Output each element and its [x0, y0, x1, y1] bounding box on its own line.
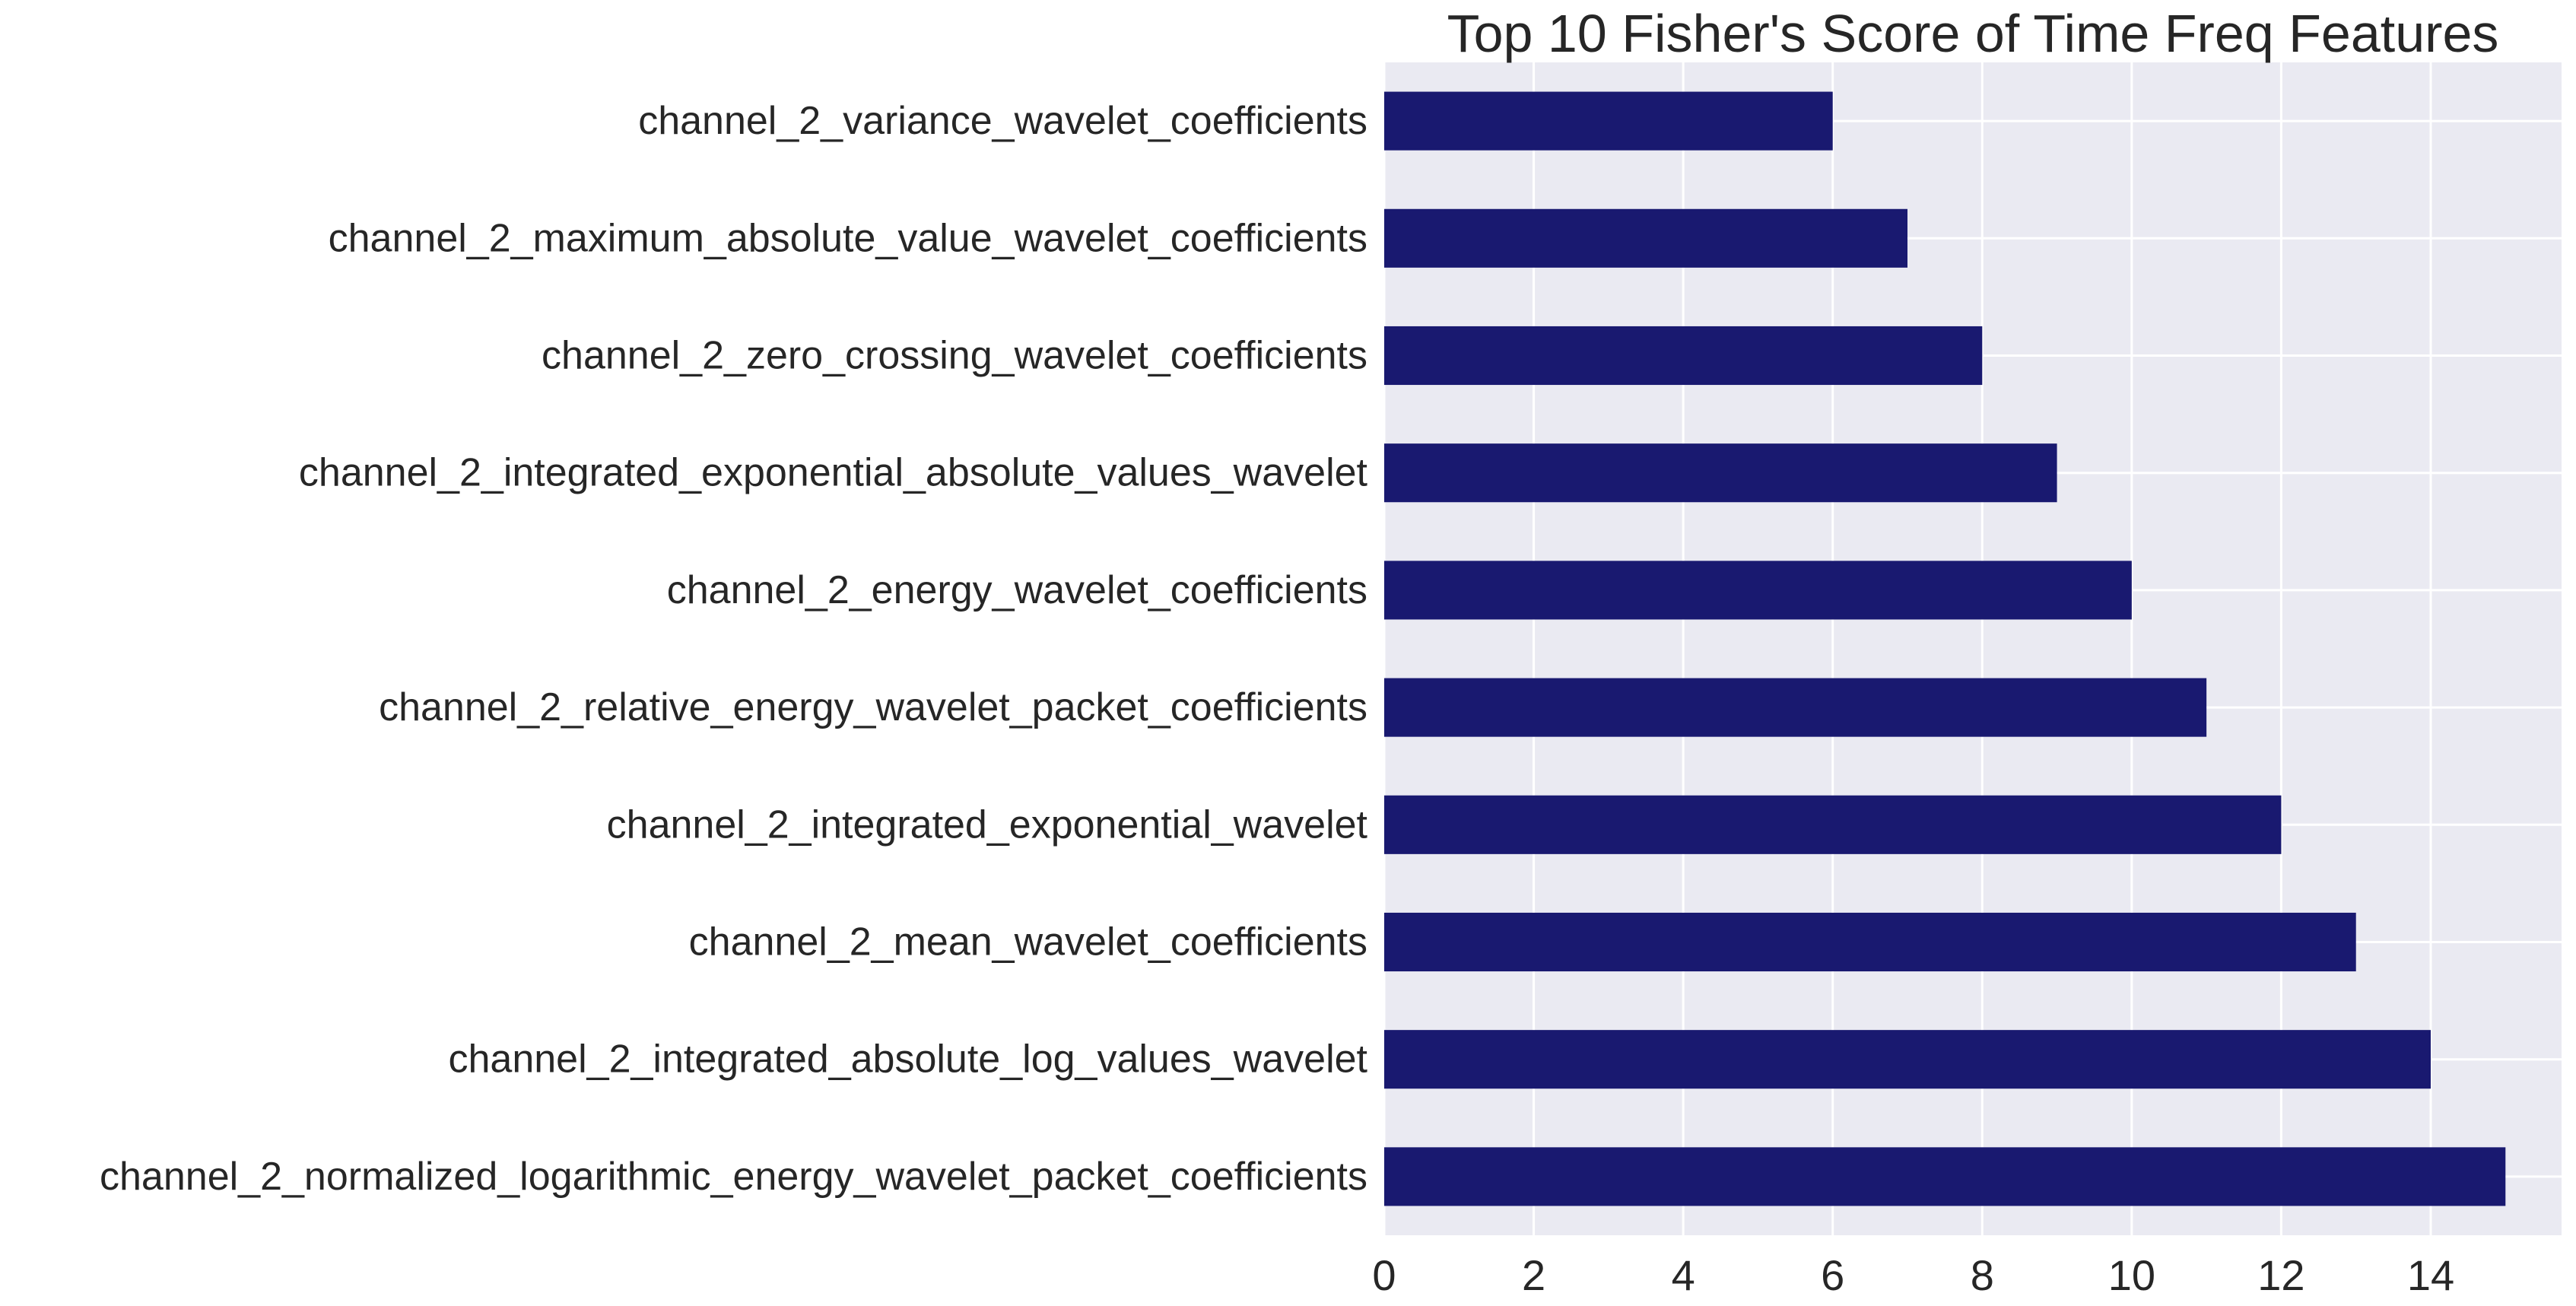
y-tick-label: channel_2_mean_wavelet_coefficients: [689, 920, 1367, 964]
x-tick-label: 6: [1821, 1251, 1844, 1299]
y-tick-label: channel_2_variance_wavelet_coefficients: [638, 99, 1367, 143]
y-tick-label: channel_2_integrated_exponential_absolut…: [299, 451, 1368, 495]
y-tick-label: channel_2_maximum_absolute_value_wavelet…: [329, 216, 1367, 260]
x-tick-label: 8: [1971, 1251, 1994, 1299]
bar: [1384, 1147, 2506, 1206]
bar: [1384, 208, 1907, 268]
x-tick-label: 4: [1672, 1251, 1695, 1299]
x-tick-label: 12: [2257, 1251, 2304, 1299]
x-tick-label: 14: [2407, 1251, 2454, 1299]
bar: [1384, 1030, 2431, 1089]
bars: [1384, 91, 2506, 1206]
bar: [1384, 678, 2207, 737]
y-tick-label: channel_2_energy_wavelet_coefficients: [667, 568, 1367, 612]
y-tick-label: channel_2_normalized_logarithmic_energy_…: [100, 1155, 1367, 1199]
x-tick-label: 2: [1522, 1251, 1545, 1299]
bar: [1384, 561, 2132, 620]
bar: [1384, 443, 2057, 503]
y-tick-label: channel_2_integrated_absolute_log_values…: [449, 1037, 1368, 1082]
bar: [1384, 912, 2356, 972]
x-tick-label: 0: [1372, 1251, 1396, 1299]
x-tick-label: 10: [2108, 1251, 2155, 1299]
bar: [1384, 326, 1983, 386]
y-tick-label: channel_2_zero_crossing_wavelet_coeffici…: [542, 334, 1367, 378]
y-tick-label: channel_2_relative_energy_wavelet_packet…: [379, 685, 1367, 729]
chart-title: Top 10 Fisher's Score of Time Freq Featu…: [1447, 4, 2499, 63]
bar: [1384, 795, 2282, 854]
y-tick-label: channel_2_integrated_exponential_wavelet: [607, 802, 1368, 847]
y-tick-labels: channel_2_variance_wavelet_coefficientsc…: [100, 99, 1368, 1199]
x-tick-labels: 0 2 4 6 8 10 12 14: [1372, 1251, 2454, 1299]
bar: [1384, 91, 1833, 151]
